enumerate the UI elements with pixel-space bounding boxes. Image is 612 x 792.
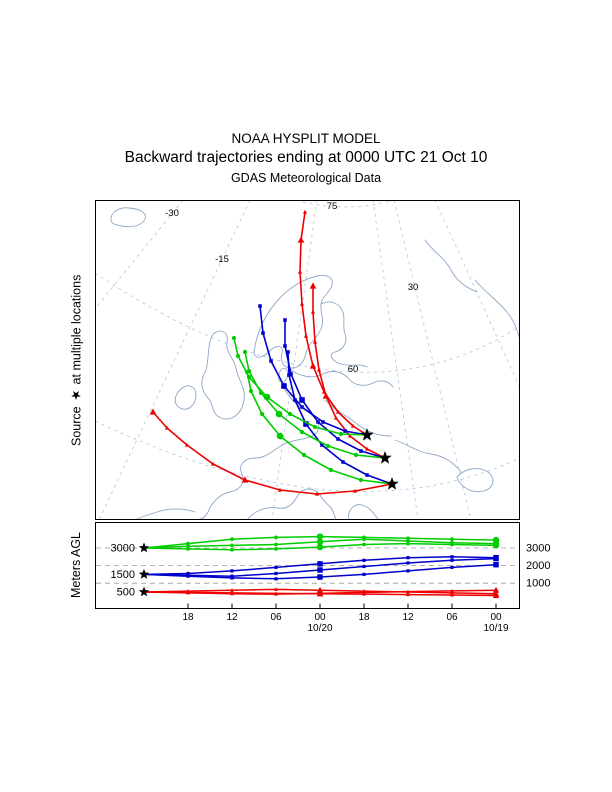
svg-text:3000: 3000 [526, 543, 550, 555]
svg-text:1500: 1500 [111, 569, 135, 581]
met-data-source-label: GDAS Meteorological Data [230, 171, 382, 185]
svg-text:-15: -15 [215, 254, 229, 265]
svg-text:00: 00 [314, 612, 326, 623]
profile-side-label: Meters AGL [69, 532, 83, 598]
trajectory-map: -30 -15 75 60 30 [95, 200, 520, 520]
svg-text:06: 06 [446, 612, 458, 623]
graticule-labels: -30 -15 75 60 30 [165, 201, 418, 375]
profile-series [143, 533, 500, 599]
source-star-markers [360, 428, 399, 490]
svg-text:18: 18 [358, 612, 370, 623]
svg-text:12: 12 [226, 612, 238, 623]
map-side-label: Source ★ at multiple locations [69, 274, 84, 446]
svg-text:1000: 1000 [526, 578, 550, 590]
svg-text:75: 75 [327, 201, 338, 212]
svg-text:10/19: 10/19 [483, 623, 508, 634]
svg-text:-30: -30 [165, 208, 179, 219]
trajectories [149, 209, 393, 496]
map-frame [95, 200, 520, 520]
plot-header: NOAA HYSPLIT MODEL Backward trajectories… [0, 131, 612, 185]
svg-text:06: 06 [270, 612, 282, 623]
svg-text:00: 00 [490, 612, 502, 623]
svg-text:12: 12 [402, 612, 414, 623]
svg-text:3000: 3000 [111, 543, 135, 555]
svg-text:18: 18 [182, 612, 194, 623]
profile-frame [95, 522, 520, 609]
svg-text:10/20: 10/20 [307, 623, 332, 634]
svg-text:2000: 2000 [526, 560, 550, 572]
model-title: NOAA HYSPLIT MODEL [231, 131, 381, 146]
coastlines [110, 207, 520, 520]
svg-text:60: 60 [348, 364, 359, 375]
plot-title: Backward trajectories ending at 0000 UTC… [124, 149, 488, 166]
svg-text:500: 500 [117, 587, 135, 599]
graticule-lines [95, 200, 520, 520]
svg-text:30: 30 [408, 282, 419, 293]
